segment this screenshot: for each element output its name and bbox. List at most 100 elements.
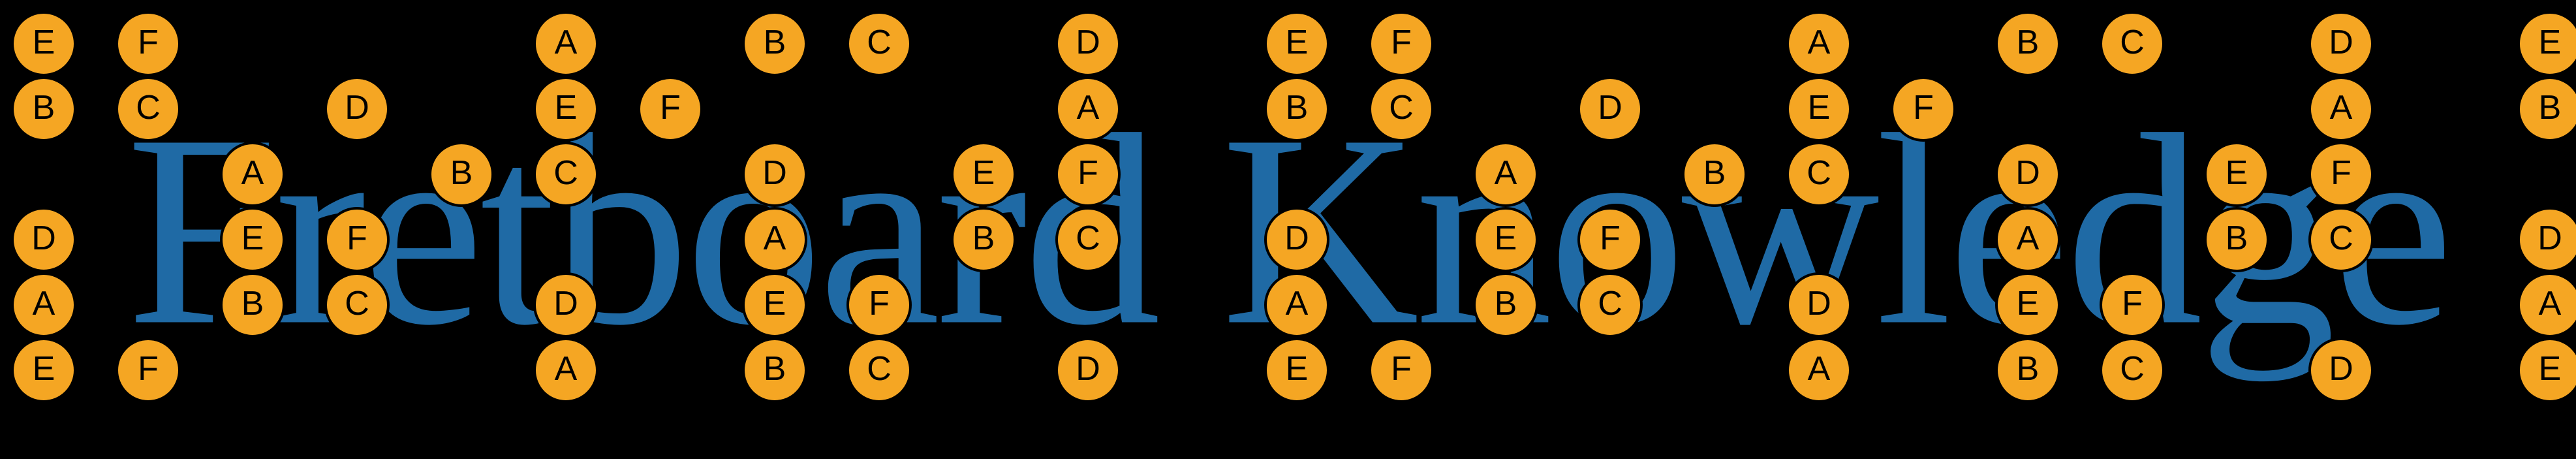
note-marker: C	[846, 11, 912, 76]
note-marker: A	[533, 11, 598, 76]
note-label: E	[2226, 153, 2248, 193]
note-marker: D	[2308, 338, 2374, 403]
note-marker: F	[116, 338, 181, 403]
note-label: F	[1078, 153, 1098, 193]
note-marker: C	[1055, 207, 1121, 272]
note-label: B	[241, 284, 264, 323]
note-label: C	[867, 23, 892, 62]
note-marker: A	[1264, 272, 1329, 338]
note-label: F	[138, 349, 159, 388]
note-marker: B	[2517, 76, 2576, 142]
note-label: E	[2539, 349, 2562, 388]
note-marker: E	[1264, 338, 1329, 403]
note-label: C	[1807, 153, 1831, 193]
note-marker: A	[1786, 11, 1852, 76]
note-label: D	[2015, 153, 2040, 193]
note-label: F	[2122, 284, 2143, 323]
note-label: E	[972, 153, 995, 193]
note-label: F	[347, 219, 367, 258]
note-label: F	[869, 284, 890, 323]
note-label: C	[2329, 219, 2353, 258]
note-marker: E	[742, 272, 807, 338]
note-label: C	[1076, 219, 1100, 258]
note-marker: E	[2517, 11, 2576, 76]
note-marker: D	[11, 207, 76, 272]
note-marker: B	[2204, 207, 2269, 272]
note-label: A	[555, 23, 578, 62]
note-marker: B	[429, 142, 494, 207]
note-label: E	[2017, 284, 2040, 323]
note-label: C	[2120, 23, 2145, 62]
note-label: C	[345, 284, 369, 323]
note-marker: E	[1473, 207, 1538, 272]
note-label: F	[660, 88, 681, 127]
note-marker: A	[1055, 76, 1121, 142]
note-label: B	[2539, 88, 2562, 127]
note-label: B	[1703, 153, 1726, 193]
note-label: D	[2537, 219, 2562, 258]
note-marker: E	[1264, 11, 1329, 76]
note-label: C	[2120, 349, 2145, 388]
note-marker: C	[846, 338, 912, 403]
note-label: D	[553, 284, 578, 323]
note-marker: E	[11, 11, 76, 76]
note-label: A	[1077, 88, 1100, 127]
note-marker: D	[324, 76, 390, 142]
note-marker: D	[742, 142, 807, 207]
note-marker: C	[1369, 76, 1434, 142]
note-label: E	[1286, 349, 1309, 388]
note-marker: E	[11, 338, 76, 403]
note-label: C	[136, 88, 161, 127]
note-marker: B	[742, 338, 807, 403]
note-label: F	[1391, 23, 1412, 62]
note-label: A	[1808, 23, 1831, 62]
note-marker: C	[324, 272, 390, 338]
note-marker: B	[11, 76, 76, 142]
note-label: A	[2539, 284, 2562, 323]
note-marker: F	[324, 207, 390, 272]
note-marker: F	[1891, 76, 1956, 142]
note-marker: A	[742, 207, 807, 272]
note-marker: A	[1995, 207, 2060, 272]
note-label: B	[33, 88, 55, 127]
note-marker: B	[1473, 272, 1538, 338]
note-marker: F	[2308, 142, 2374, 207]
note-label: A	[1286, 284, 1309, 323]
note-label: A	[2017, 219, 2040, 258]
note-label: B	[1495, 284, 1517, 323]
note-label: E	[1286, 23, 1309, 62]
note-marker: D	[2517, 207, 2576, 272]
note-label: D	[345, 88, 369, 127]
note-marker: F	[2100, 272, 2165, 338]
note-label: E	[33, 349, 55, 388]
note-marker: C	[1786, 142, 1852, 207]
note-marker: E	[533, 76, 598, 142]
note-marker: A	[1786, 338, 1852, 403]
note-label: B	[764, 23, 786, 62]
note-marker: C	[2100, 338, 2165, 403]
note-label: D	[1598, 88, 1622, 127]
note-marker: F	[1369, 11, 1434, 76]
note-marker: A	[2517, 272, 2576, 338]
note-label: C	[553, 153, 578, 193]
note-label: A	[1808, 349, 1831, 388]
note-label: B	[2226, 219, 2248, 258]
note-label: B	[2017, 349, 2040, 388]
note-label: F	[1913, 88, 1934, 127]
note-marker: A	[533, 338, 598, 403]
note-label: F	[1391, 349, 1412, 388]
note-marker: F	[846, 272, 912, 338]
note-label: C	[867, 349, 892, 388]
note-marker: F	[638, 76, 703, 142]
note-label: C	[1389, 88, 1414, 127]
note-marker: C	[533, 142, 598, 207]
note-label: B	[764, 349, 786, 388]
note-label: F	[1600, 219, 1621, 258]
note-marker: D	[1577, 76, 1643, 142]
note-marker: C	[2100, 11, 2165, 76]
note-marker: B	[951, 207, 1016, 272]
note-label: D	[2329, 23, 2353, 62]
note-label: B	[450, 153, 473, 193]
note-marker: B	[1995, 11, 2060, 76]
note-label: B	[1286, 88, 1309, 127]
